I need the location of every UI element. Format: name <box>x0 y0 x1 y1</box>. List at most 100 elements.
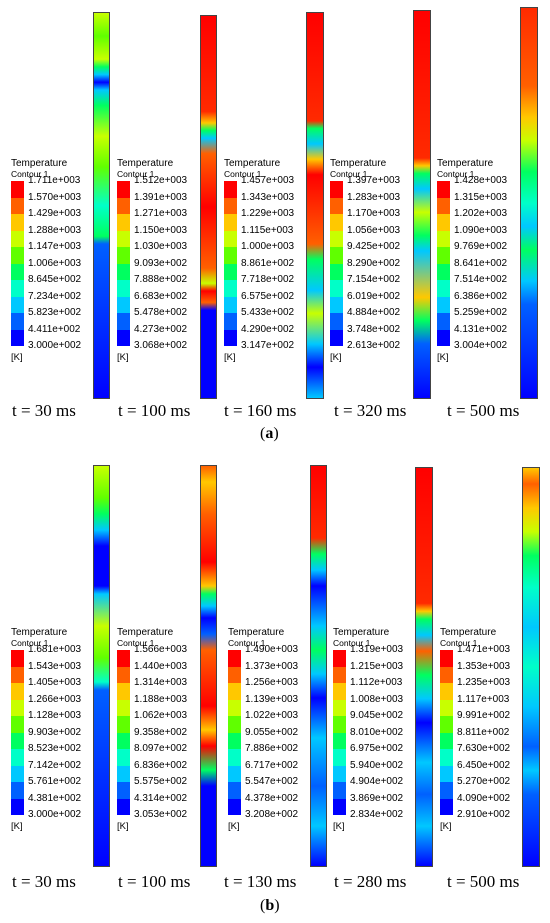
legend-tick-label: 1.288e+003 <box>28 224 82 236</box>
color-bar-segment <box>117 699 130 716</box>
time-label: t = 500 ms <box>447 872 520 891</box>
color-bar-segment <box>11 683 24 700</box>
legend-tick-label: 9.045e+002 <box>350 710 404 721</box>
legend-tick-label: 6.575e+002 <box>241 290 295 302</box>
legend-tick-label: 4.411e+002 <box>28 323 81 335</box>
caption-b-open: ( <box>260 897 266 914</box>
color-bar-segment <box>333 716 346 733</box>
legend-unit: [K] <box>11 352 23 363</box>
legend-tick-label: 5.547e+002 <box>245 776 299 787</box>
legend-unit: [K] <box>11 821 23 832</box>
color-bar-segment <box>330 247 343 264</box>
color-bar-segment <box>224 280 237 297</box>
temperature-legend: Temperature Contour 1 1.566e+003 1.440e+003… <box>117 627 213 832</box>
legend-tick-label: 9.991e+002 <box>457 710 511 721</box>
legend-tick-label: 1.139e+003 <box>245 693 299 705</box>
legend-title: Temperature <box>11 627 68 638</box>
color-bar-segment <box>117 732 130 749</box>
color-bar-segment <box>437 247 450 264</box>
color-bar-segment <box>11 732 24 749</box>
legend-subtitle: Contour 1 <box>333 638 371 648</box>
legend-tick-label: 6.386e+002 <box>454 290 508 302</box>
legend-subtitle: Contour 1 <box>440 638 478 648</box>
contour-column <box>413 10 431 399</box>
color-bar-segment <box>11 765 24 782</box>
legend-tick-label: 7.234e+002 <box>28 290 82 302</box>
temperature-legend: Temperature Contour 1 1.457e+003 1.343e+003… <box>224 158 320 363</box>
color-bar-segment <box>228 716 241 733</box>
contour-column <box>306 12 324 399</box>
color-bar-segment <box>440 683 453 700</box>
legend-unit: [K] <box>117 821 129 832</box>
legend-tick-label: 1.457e+003 <box>241 175 295 186</box>
legend-subtitle: Contour 1 <box>11 169 49 179</box>
color-bar-segment <box>330 263 343 280</box>
color-bar <box>437 181 450 346</box>
color-bar-segment <box>117 716 130 733</box>
legend-unit: [K] <box>117 352 129 363</box>
color-bar-segment <box>330 230 343 247</box>
legend-tick-label: 1.170e+003 <box>347 208 401 219</box>
time-label: t = 30 ms <box>12 872 76 891</box>
legend-title: Temperature <box>437 158 494 169</box>
color-bar <box>11 650 24 815</box>
color-bar-segment <box>224 296 237 313</box>
color-bar-segment <box>11 666 24 683</box>
legend-tick-label: 4.378e+002 <box>245 792 299 804</box>
contour-column <box>310 465 327 867</box>
legend-tick-label: 1.022e+003 <box>245 710 299 721</box>
legend-tick-label: 1.062e+003 <box>134 710 188 721</box>
color-bar-segment <box>228 699 241 716</box>
temperature-legend: Temperature Contour 1 1.428e+003 1.315e+003… <box>437 158 533 363</box>
legend-tick-label: 1.006e+003 <box>28 257 82 269</box>
color-bar-segment <box>117 683 130 700</box>
color-bar-segment <box>330 296 343 313</box>
temperature-legend: Temperature Contour 1 1.711e+003 1.570e+003… <box>11 158 107 363</box>
legend-title: Temperature <box>117 158 174 169</box>
legend-tick-label: 9.055e+002 <box>245 726 299 738</box>
legend-tick-label: 6.019e+002 <box>347 290 401 302</box>
time-label: t = 500 ms <box>447 401 520 420</box>
color-bar-segment <box>224 214 237 231</box>
color-bar <box>11 181 24 346</box>
legend-tick-label: 1.570e+003 <box>28 191 82 203</box>
legend-tick-label: 5.761e+002 <box>28 776 82 787</box>
temperature-legend: Temperature Contour 1 1.681e+003 1.543e+003… <box>11 627 107 832</box>
legend-title: Temperature <box>440 627 497 638</box>
legend-tick-label: 3.068e+002 <box>134 340 188 351</box>
legend-tick-label: 1.711e+003 <box>28 175 81 186</box>
legend-tick-label: 1.566e+003 <box>134 644 188 655</box>
legend-tick-label: 1.543e+003 <box>28 660 82 672</box>
color-bar <box>330 181 343 346</box>
legend-tick-label: 1.315e+003 <box>454 191 508 203</box>
legend-subtitle: Contour 1 <box>11 638 49 648</box>
legend-tick-label: 8.811e+002 <box>457 726 510 738</box>
caption-a-close: ) <box>273 425 279 442</box>
legend-tick-label: 1.215e+003 <box>350 660 404 672</box>
legend-tick-label: 1.147e+003 <box>28 241 82 252</box>
color-bar-segment <box>333 765 346 782</box>
legend-tick-label: 8.645e+002 <box>28 274 82 285</box>
color-bar <box>117 650 130 815</box>
legend-tick-label: 1.440e+003 <box>134 660 188 672</box>
caption-b-close: ) <box>274 897 280 914</box>
legend-tick-label: 7.630e+002 <box>457 743 511 754</box>
color-bar-segment <box>117 765 130 782</box>
legend-tick-label: 8.861e+002 <box>241 257 295 269</box>
legend-tick-label: 5.575e+002 <box>134 776 188 787</box>
legend-unit: [K] <box>333 821 345 832</box>
legend-tick-label: 7.514e+002 <box>454 274 508 285</box>
color-bar-segment <box>330 197 343 214</box>
color-bar-segment <box>440 765 453 782</box>
time-label: t = 160 ms <box>224 401 297 420</box>
caption-b: (b) <box>260 897 280 915</box>
color-bar-segment <box>117 798 130 815</box>
color-bar-segment <box>11 247 24 264</box>
legend-unit: [K] <box>228 821 240 832</box>
color-bar <box>228 650 241 815</box>
legend-subtitle: Contour 1 <box>437 169 475 179</box>
color-bar-segment <box>11 313 24 330</box>
legend-tick-label: 1.030e+003 <box>134 241 188 252</box>
legend-tick-label: 9.769e+002 <box>454 241 508 252</box>
legend-tick-label: 1.353e+003 <box>457 660 511 672</box>
